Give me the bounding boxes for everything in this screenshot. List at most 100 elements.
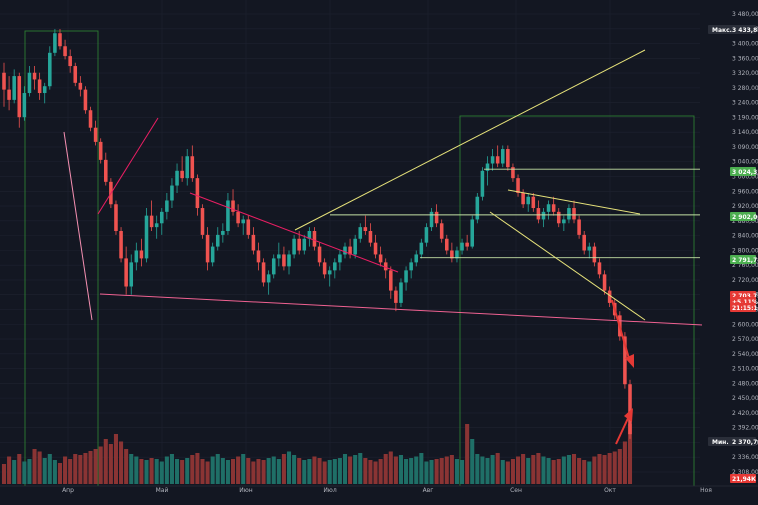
volume-bar: [144, 460, 149, 484]
volume-bar: [22, 461, 27, 484]
candle-body: [175, 170, 179, 186]
candle-body: [394, 290, 398, 303]
volume-bar: [210, 456, 215, 484]
volume-bar: [353, 455, 358, 484]
price-tags: Макс.3 433,853 024,352 902,002 791,782 7…: [708, 25, 758, 483]
candle-body: [114, 204, 118, 231]
candles: [2, 29, 632, 439]
candle-body: [190, 156, 195, 179]
volume-bar: [139, 459, 144, 484]
volume-bar: [32, 449, 37, 484]
volume-bar: [251, 461, 256, 484]
price-tag-bg: [708, 25, 756, 34]
candle-body: [231, 200, 235, 212]
volume-bar: [495, 453, 500, 484]
candle-body: [475, 196, 480, 220]
candle-body: [12, 76, 16, 100]
volume-bar: [7, 456, 12, 484]
volume-bar: [541, 456, 546, 484]
price-tick-label: 3 400,00: [732, 41, 758, 48]
candle-body: [139, 250, 144, 259]
volume-bar: [312, 456, 317, 484]
candle-body: [526, 196, 530, 205]
volume-bar: [460, 460, 465, 484]
price-tick-label: 3 040,00: [732, 159, 758, 166]
price-tick-label: 2 510,00: [732, 366, 758, 373]
candle-body: [378, 254, 383, 263]
price-axis[interactable]: 3 480,003 440,003 400,003 360,003 320,00…: [702, 0, 758, 495]
price-tick-label: 3 280,00: [732, 85, 758, 92]
volume-bar: [276, 459, 281, 484]
candle-body: [312, 230, 317, 247]
candle-body: [373, 242, 378, 255]
up-arrow: [615, 413, 631, 445]
volume-bar: [454, 459, 459, 484]
volume-bar: [159, 461, 164, 484]
candle-body: [256, 250, 261, 263]
may-rally-line: [97, 117, 159, 215]
candle-body: [48, 52, 52, 87]
volume-bar: [475, 454, 480, 484]
candle-body: [572, 208, 576, 220]
candle-body: [439, 223, 444, 239]
volume-bar: [88, 451, 93, 484]
candle-body: [434, 211, 439, 224]
volume-bar: [597, 454, 602, 484]
volume-bar: [169, 454, 174, 484]
price-tag-value: 3 433,85: [732, 27, 758, 34]
rising-wedge-top: [294, 49, 646, 231]
price-tick-label: 3 480,00: [732, 11, 758, 18]
volume-bar: [205, 461, 210, 484]
candle-body: [511, 167, 515, 179]
candle-body: [368, 230, 373, 243]
volume-bar: [12, 460, 17, 484]
volume-bar: [393, 456, 398, 484]
price-tick-label: 3 000,00: [732, 174, 758, 181]
candle-body: [587, 246, 592, 251]
candle-body: [419, 242, 424, 255]
volume-bar: [510, 459, 515, 484]
candle-body: [22, 93, 27, 118]
support-line: [99, 293, 723, 327]
price-tick-label: 3 320,00: [732, 70, 758, 77]
volume-bar: [119, 441, 124, 484]
price-tag-label: Макс.: [712, 27, 732, 34]
candle-body: [185, 156, 190, 179]
volume-bar: [261, 460, 266, 484]
volume-bar: [363, 458, 368, 484]
candle-body: [7, 89, 11, 100]
volume-bar: [266, 458, 271, 484]
volume-bar: [154, 459, 159, 484]
candle-body: [210, 246, 215, 263]
volume-bar: [414, 456, 419, 484]
volume-bar: [200, 459, 205, 484]
candle-body: [154, 223, 159, 228]
volume-bar: [480, 456, 485, 484]
candle-body: [98, 141, 103, 160]
pink-downtrend: [189, 192, 399, 273]
candle-body: [582, 234, 586, 251]
grid-lines: [0, 0, 707, 480]
volume-bar: [327, 460, 332, 484]
volume-bar: [37, 451, 42, 484]
candle-body: [195, 178, 200, 209]
volume-bar: [536, 453, 541, 484]
volume-bar: [470, 439, 475, 484]
volume-bar: [98, 446, 103, 484]
volume-bar: [612, 451, 617, 484]
time-axis[interactable]: Апр Май Июн Июл Авг Сен Окт Ноя: [0, 485, 758, 505]
candle-body: [236, 211, 240, 224]
volume-bar: [57, 463, 63, 484]
down-arrow-head: [625, 354, 634, 368]
volume-bar: [373, 461, 378, 484]
candle-body: [261, 262, 266, 283]
candle-body: [134, 250, 139, 263]
candle-body: [170, 185, 174, 201]
price-tag-value: 21,94К: [732, 476, 756, 483]
volume-bar: [622, 441, 627, 484]
volume-bar: [368, 460, 373, 484]
volume-bar: [271, 456, 276, 484]
candle-body: [63, 46, 67, 57]
candle-body: [277, 254, 281, 259]
